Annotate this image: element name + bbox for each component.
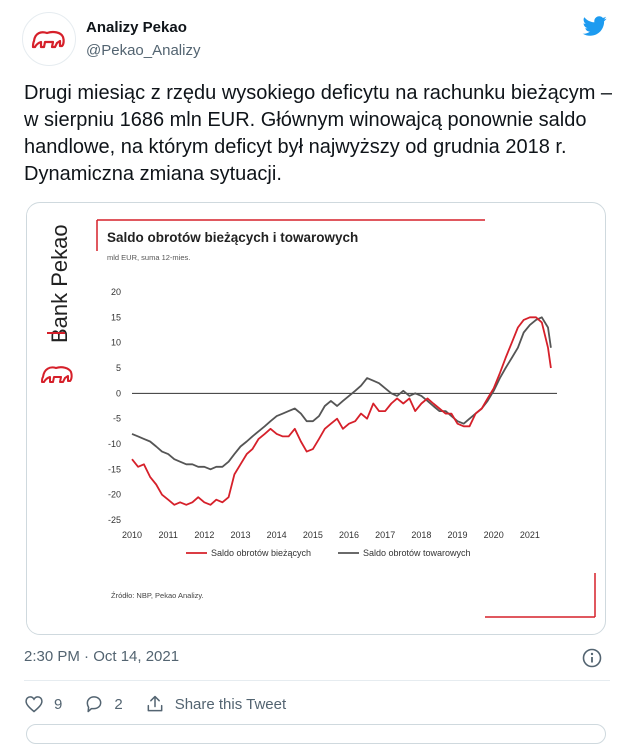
y-tick-label: -25 <box>108 515 121 525</box>
share-label: Share this Tweet <box>174 695 287 713</box>
series-layer <box>131 316 552 506</box>
author-handle[interactable]: @Pekao_Analizy <box>86 42 201 59</box>
x-tick-label: 2011 <box>158 530 177 540</box>
y-tick-label: 0 <box>116 388 121 398</box>
like-button[interactable]: 9 <box>24 694 62 714</box>
x-axis: 2010 2011 2012 2013 2014 2015 2016 2017 2018 2019… <box>122 530 540 540</box>
share-button[interactable]: Share this Tweet <box>145 694 286 714</box>
bison-brand-icon <box>41 366 73 383</box>
x-tick-label: 2010 <box>122 530 142 540</box>
author-name[interactable]: Analizy Pekao <box>86 19 187 36</box>
reply-count: 2 <box>114 695 123 713</box>
x-tick-label: 2016 <box>339 530 359 540</box>
y-tick-label: 5 <box>116 363 121 373</box>
brand-sidebar: Bank Pekao <box>27 203 73 634</box>
legend: Saldo obrotów bieżących Saldo obrotów to… <box>186 548 471 558</box>
tweet-text: Drugi miesiąc z rzędu wysokiego deficytu… <box>24 82 613 185</box>
chart-title: Saldo obrotów bieżących i towarowych <box>107 230 358 245</box>
x-tick-label: 2019 <box>448 530 468 540</box>
x-tick-label: 2020 <box>484 530 504 540</box>
y-axis: 20 15 10 5 0 -5 -10 -15 -20 -25 <box>108 287 121 525</box>
series-line-0 <box>131 316 552 506</box>
y-tick-label: -20 <box>108 490 121 500</box>
twitter-bird-icon[interactable] <box>582 14 608 38</box>
info-icon[interactable] <box>582 648 602 668</box>
legend-label-current: Saldo obrotów bieżących <box>211 548 311 558</box>
bison-logo-icon <box>31 30 65 49</box>
media-card[interactable]: Bank Pekao Saldo obrotów bieżących i tow… <box>26 202 606 635</box>
action-bar: 9 2 Share this Tweet <box>24 690 308 718</box>
divider <box>24 680 610 681</box>
chart-image: Bank Pekao Saldo obrotów bieżących i tow… <box>27 203 596 634</box>
y-tick-label: -10 <box>108 439 121 449</box>
x-tick-label: 2015 <box>303 530 323 540</box>
like-count: 9 <box>54 695 63 713</box>
brand-name: Bank Pekao <box>47 224 72 343</box>
x-tick-label: 2014 <box>267 530 287 540</box>
x-tick-label: 2018 <box>411 530 431 540</box>
reply-button[interactable]: 2 <box>84 694 123 714</box>
x-tick-label: 2012 <box>194 530 214 540</box>
next-card-edge <box>26 724 606 744</box>
x-tick-label: 2021 <box>520 530 540 540</box>
x-tick-label: 2017 <box>375 530 395 540</box>
chart-source: Źródło: NBP, Pekao Analizy. <box>111 591 204 600</box>
chart-subtitle: mld EUR, suma 12-mies. <box>107 253 190 262</box>
y-tick-label: -5 <box>113 414 121 424</box>
share-icon <box>147 695 163 712</box>
y-tick-label: 15 <box>111 312 121 322</box>
x-tick-label: 2013 <box>230 530 250 540</box>
avatar[interactable] <box>22 12 76 66</box>
tweet-timestamp[interactable]: 2:30 PM · Oct 14, 2021 <box>24 648 180 665</box>
legend-label-trade: Saldo obrotów towarowych <box>363 548 471 558</box>
y-tick-label: 10 <box>111 338 121 348</box>
heart-icon <box>25 696 43 713</box>
y-tick-label: -15 <box>108 464 121 474</box>
reply-icon <box>86 696 102 713</box>
y-tick-label: 20 <box>111 287 121 297</box>
